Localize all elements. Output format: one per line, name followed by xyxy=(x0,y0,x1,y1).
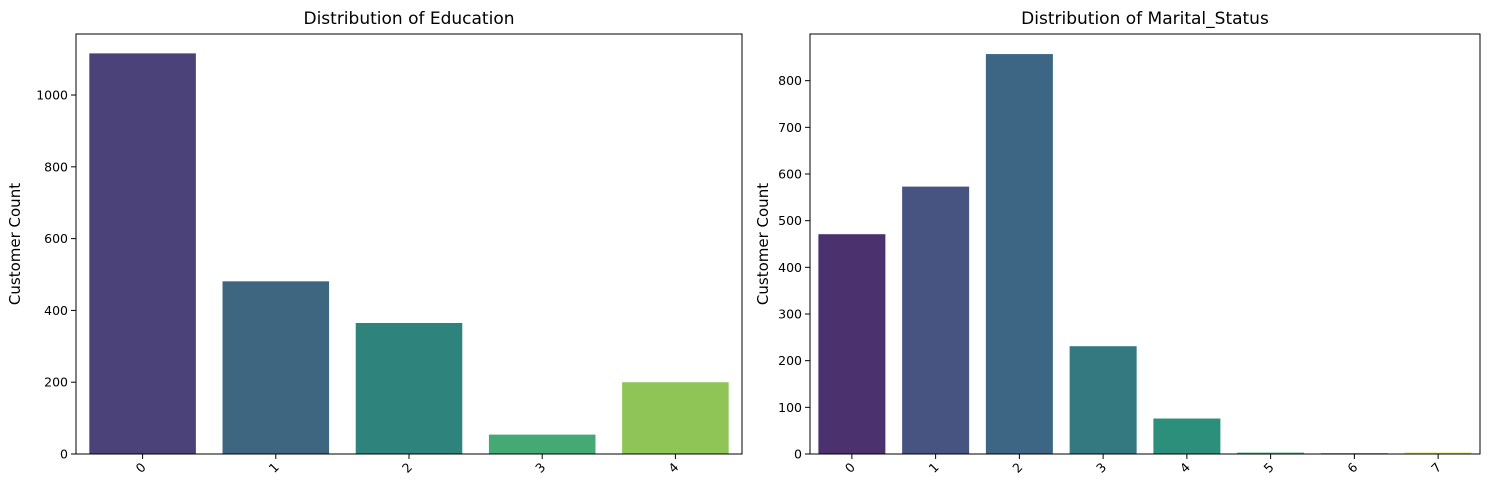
y-tick-label: 400 xyxy=(778,260,802,275)
bar-1 xyxy=(902,186,970,454)
x-tick-label: 1 xyxy=(926,460,942,476)
y-tick-label: 200 xyxy=(778,353,802,368)
x-tick-label: 7 xyxy=(1428,460,1444,476)
y-tick-label: 0 xyxy=(60,447,68,462)
y-tick-label: 400 xyxy=(44,303,68,318)
y-tick-label: 1000 xyxy=(36,88,68,103)
chart-title: Distribution of Education xyxy=(303,9,514,29)
bar-7 xyxy=(1404,452,1472,454)
x-tick-label: 0 xyxy=(132,459,148,475)
y-tick-label: 800 xyxy=(778,73,802,88)
x-tick-label: 5 xyxy=(1261,460,1277,476)
bar-2 xyxy=(985,54,1053,454)
bar-0 xyxy=(89,53,196,454)
bar-4 xyxy=(622,382,729,454)
x-tick-label: 2 xyxy=(1009,460,1025,476)
axes-frame xyxy=(809,33,1481,455)
bar-2 xyxy=(355,322,463,454)
y-tick-label: 300 xyxy=(778,307,802,322)
x-tick-label: 6 xyxy=(1344,459,1360,475)
x-tick-label: 1 xyxy=(266,460,282,476)
y-tick-label: 0 xyxy=(794,447,802,462)
y-tick-label: 600 xyxy=(44,231,68,246)
x-tick-label: 3 xyxy=(532,460,548,476)
bar-3 xyxy=(488,434,596,454)
x-tick-label: 4 xyxy=(1177,459,1193,475)
y-tick-label: 100 xyxy=(778,400,802,415)
y-tick-label: 200 xyxy=(44,375,68,390)
bar-5 xyxy=(1237,452,1305,454)
chart-title: Distribution of Marital_Status xyxy=(1021,9,1269,29)
y-tick-label: 600 xyxy=(778,167,802,182)
y-tick-label: 500 xyxy=(778,213,802,228)
x-tick-label: 4 xyxy=(665,459,681,475)
bar-1 xyxy=(222,281,330,454)
bar-4 xyxy=(1153,418,1221,454)
x-tick-label: 3 xyxy=(1093,460,1109,476)
x-tick-label: 2 xyxy=(399,460,415,476)
y-axis-label: Customer Count xyxy=(754,183,772,305)
marital-status-chart: 0 100 200 300 400 500 600 700 800 0 1 2 3 4 5 6 7 Distrib… xyxy=(754,9,1481,476)
y-tick-label: 700 xyxy=(778,120,802,135)
x-tick-label: 0 xyxy=(842,459,858,475)
y-tick-label: 800 xyxy=(44,159,68,174)
y-axis-label: Customer Count xyxy=(6,183,24,305)
education-chart: 0 200 400 600 800 1000 0 1 2 3 4 Distribution of Ed… xyxy=(6,9,743,476)
bar-0 xyxy=(818,234,886,454)
bar-3 xyxy=(1069,346,1137,454)
